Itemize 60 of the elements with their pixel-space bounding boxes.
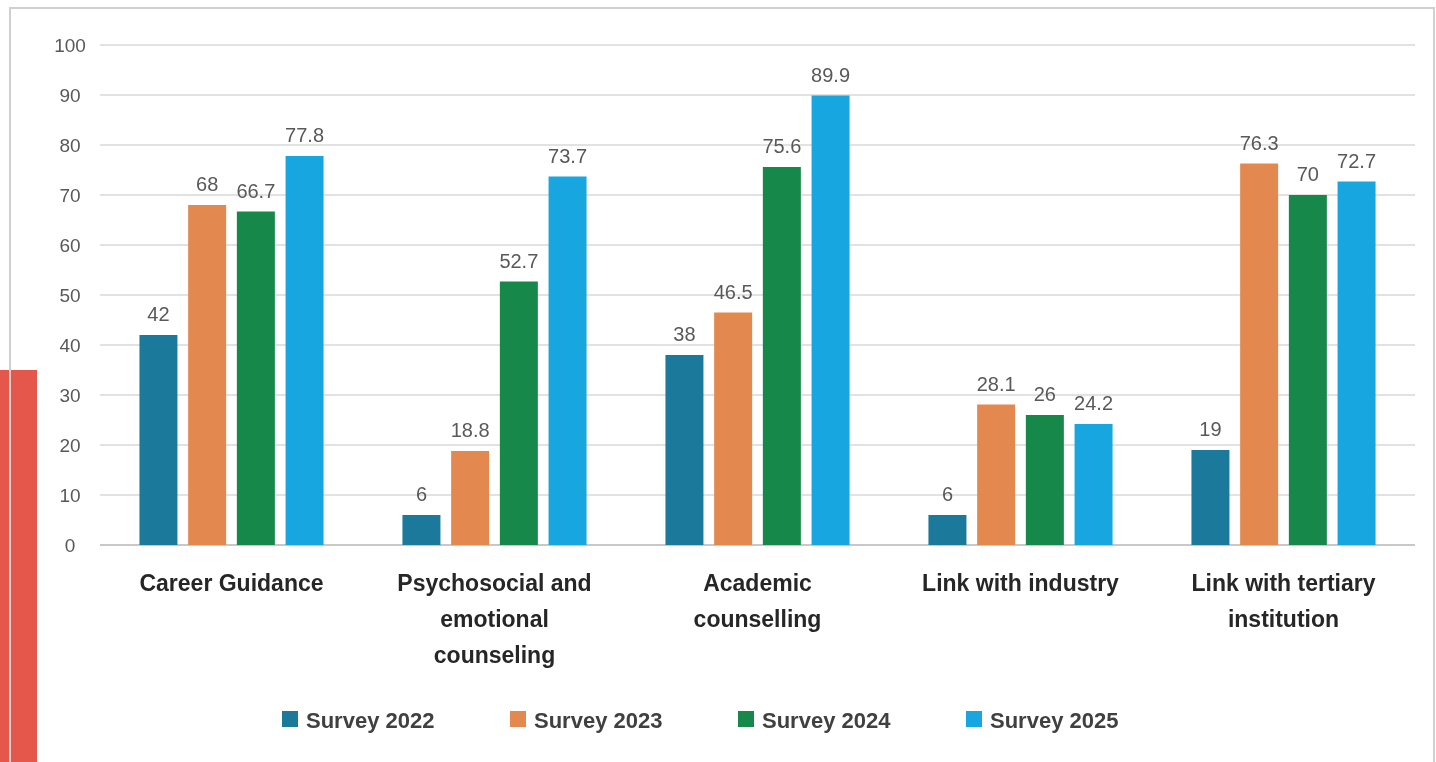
data-label: 26 <box>1033 383 1056 405</box>
legend-label: Survey 2023 <box>534 707 663 733</box>
y-tick-label: 0 <box>64 534 76 556</box>
bar <box>977 404 1016 545</box>
data-label: 89.9 <box>811 63 851 86</box>
y-tick-label: 70 <box>59 184 81 206</box>
data-label: 77.8 <box>285 124 325 146</box>
bar <box>188 205 227 545</box>
data-label: 19 <box>1199 418 1222 440</box>
bar <box>714 312 753 545</box>
bar <box>451 451 490 545</box>
bar <box>762 167 801 545</box>
data-label: 6 <box>941 483 954 505</box>
legend-label: Survey 2025 <box>990 707 1119 733</box>
data-label: 42 <box>147 303 170 325</box>
y-tick-label: 100 <box>54 34 86 56</box>
bar <box>1337 181 1376 545</box>
bar <box>1288 195 1327 545</box>
data-label: 76.3 <box>1239 131 1279 154</box>
bar <box>285 156 324 545</box>
legend-label: Survey 2024 <box>762 707 892 733</box>
y-tick-label: 60 <box>59 234 81 256</box>
data-label: 18.8 <box>450 419 490 441</box>
data-label: 70 <box>1296 163 1319 185</box>
data-label: 28.1 <box>976 372 1016 395</box>
x-tick-label: Academic counselling <box>693 570 822 632</box>
bar <box>928 515 967 545</box>
bar <box>1025 415 1064 545</box>
bar <box>1074 424 1113 545</box>
y-tick-label: 40 <box>59 334 81 356</box>
bar <box>236 211 275 545</box>
data-label: 68 <box>196 173 219 195</box>
bar <box>811 95 850 545</box>
y-tick-label: 10 <box>59 484 81 506</box>
data-label: 66.7 <box>236 179 276 202</box>
legend-label: Survey 2022 <box>306 707 435 733</box>
data-label: 75.6 <box>762 135 802 157</box>
y-tick-label: 30 <box>59 384 81 406</box>
x-tick-label: Career Guidance <box>139 570 324 596</box>
data-label: 72.7 <box>1337 149 1377 172</box>
y-tick-label: 80 <box>59 134 81 156</box>
bar <box>402 515 441 545</box>
data-label: 38 <box>673 323 696 345</box>
x-tick-label: Psychosocial and emotional counseling <box>397 570 592 668</box>
y-tick-label: 50 <box>59 284 81 306</box>
bar <box>1240 163 1279 545</box>
bar <box>499 281 538 545</box>
data-label: 46.5 <box>713 280 753 303</box>
x-tick-label: Link with tertiary institution <box>1191 570 1376 632</box>
bar <box>1191 450 1230 545</box>
bar <box>665 355 704 545</box>
data-label: 24.2 <box>1074 392 1114 414</box>
y-tick-label: 20 <box>59 434 81 456</box>
y-tick-label: 90 <box>59 84 81 106</box>
x-tick-label: Link with industry <box>922 570 1120 596</box>
bar <box>548 176 587 545</box>
data-label: 73.7 <box>548 144 588 167</box>
bar <box>139 335 178 545</box>
data-label: 6 <box>415 483 428 505</box>
data-label: 52.7 <box>499 249 539 272</box>
